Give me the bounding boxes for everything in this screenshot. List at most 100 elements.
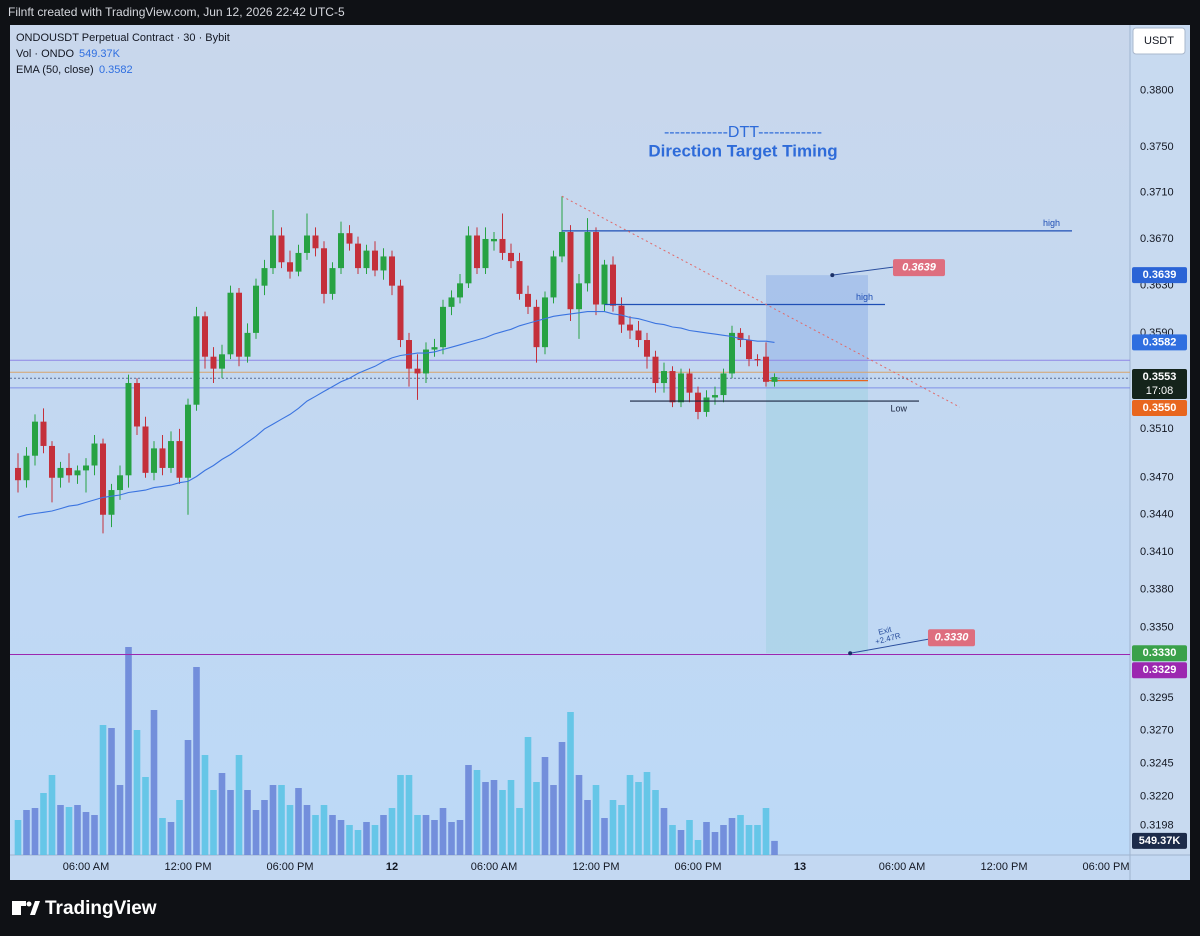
volume-bar [652, 790, 659, 855]
candle-body [771, 377, 778, 382]
candle-body [763, 356, 769, 382]
candle-body [261, 268, 268, 286]
volume-bar [660, 808, 668, 855]
candle-body [499, 238, 506, 253]
candle-body [720, 373, 727, 396]
price-label: 0.3329 [1143, 664, 1177, 676]
candle-body [32, 421, 38, 456]
volume-bar [473, 770, 481, 855]
y-tick-label: 0.3710 [1140, 187, 1174, 199]
volume-bar [558, 742, 566, 855]
volume-bar [669, 825, 676, 855]
callout-line [832, 266, 894, 276]
volume-bar [516, 808, 523, 855]
volume-bar [380, 815, 387, 855]
currency[interactable]: USDT [1144, 35, 1174, 47]
volume-bar [159, 818, 166, 855]
volume-bar [57, 805, 64, 855]
volume-bar [133, 730, 141, 855]
candle-body [482, 238, 489, 269]
candle-body [525, 293, 531, 307]
candle-body [40, 421, 47, 446]
candle-body [567, 232, 574, 310]
volume-bar [584, 800, 591, 855]
volume-bar [635, 782, 642, 855]
volume-bar [312, 815, 319, 855]
candle-body [712, 395, 718, 398]
candle-body [380, 256, 387, 271]
candle-body [474, 235, 480, 269]
candle-body [100, 443, 106, 515]
volume-bar [303, 805, 311, 855]
candle-body [431, 347, 438, 350]
price-label-box [1132, 334, 1187, 351]
callout-line [850, 638, 929, 654]
candle-body [278, 235, 285, 263]
volume-bar [448, 822, 455, 855]
volume-bar [74, 805, 81, 855]
volume-bar [609, 800, 617, 855]
volume-bar [490, 780, 498, 855]
candle-body [652, 356, 659, 384]
candle-body [414, 368, 421, 374]
volume-bar [346, 825, 353, 855]
candle-body [185, 404, 191, 478]
volume-bar [278, 785, 285, 855]
volume-bar [694, 840, 702, 855]
candle-body [346, 233, 353, 244]
candle-body [627, 324, 633, 331]
candle-body [516, 261, 523, 294]
y-tick-label: 0.3270 [1140, 725, 1174, 737]
candle-body [746, 340, 752, 360]
volume-bar [363, 822, 370, 855]
x-tick-label: 06:00 AM [471, 861, 517, 873]
candle-body [253, 285, 259, 333]
legend-value: 549.37K [79, 48, 121, 60]
candle-body [355, 243, 361, 269]
candle-body [117, 475, 123, 491]
volume-bar [244, 790, 251, 855]
level-label: Low [890, 403, 907, 413]
volume-bar [218, 773, 226, 855]
volume-bar [618, 805, 625, 855]
x-tick-label: 12:00 PM [980, 861, 1027, 873]
logo-part [12, 901, 21, 915]
candle-body [176, 441, 183, 478]
candle-body [440, 306, 446, 348]
candle-body [593, 232, 599, 305]
callout-dot [848, 651, 853, 656]
currency-box[interactable] [1132, 27, 1186, 55]
y-tick-label: 0.3410 [1140, 546, 1174, 558]
price-label: 0.3582 [1143, 336, 1177, 348]
volume-bar [762, 808, 770, 855]
candle-body [83, 465, 89, 471]
price-label-box [1132, 267, 1187, 284]
y-tick-label: 0.3380 [1140, 584, 1174, 596]
x-tick-label: 12 [386, 861, 398, 873]
level-label: high [1043, 218, 1060, 228]
candle-body [686, 373, 693, 393]
candle-body [737, 332, 744, 341]
x-tick-label: 06:00 AM [63, 861, 109, 873]
volume-bar [337, 820, 345, 855]
price-label: 0.3330 [1143, 647, 1177, 659]
price-label-box [1132, 662, 1187, 679]
volume-bar [201, 755, 209, 855]
volume-bar [414, 815, 421, 855]
volume-bar [745, 825, 753, 855]
y-tick-label: 0.3350 [1140, 622, 1174, 634]
volume-bar [269, 785, 277, 855]
candle-body [91, 443, 98, 466]
candle-body [57, 467, 64, 478]
candle-body [542, 297, 548, 348]
symbol-title: ONDOUSDT Perpetual Contract · 30 · Bybit [16, 32, 230, 44]
y-tick-label: 0.3670 [1140, 233, 1174, 245]
price-label-box [1132, 369, 1187, 400]
candle-body [423, 349, 429, 374]
layer: high high Low 0.3800 0.3750 0.3710 0.3670 0.363… [10, 85, 1187, 873]
legend-name: EMA (50, close) [16, 64, 94, 76]
volume-bar [677, 830, 685, 855]
volume-bar [601, 818, 608, 855]
volume-bar [99, 725, 107, 855]
